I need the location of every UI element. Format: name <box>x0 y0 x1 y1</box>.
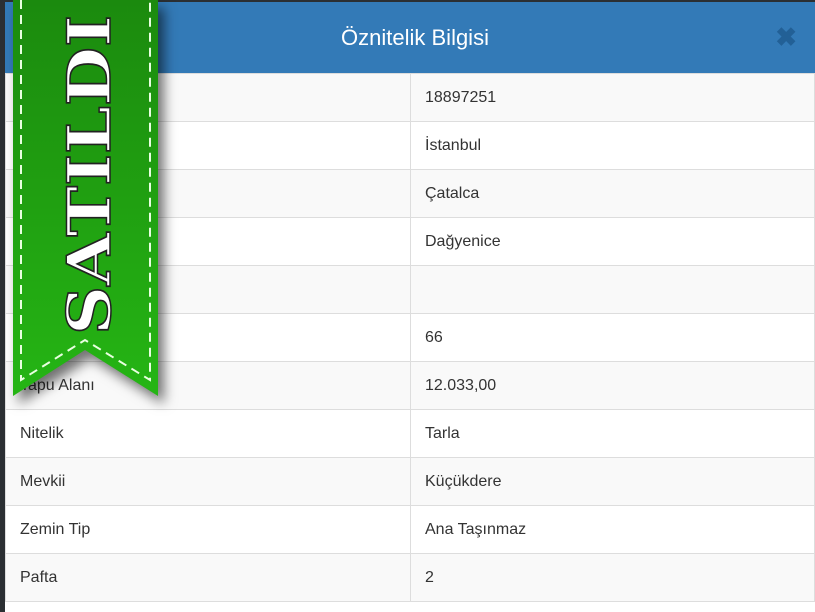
table-row: Zemin Tip Ana Taşınmaz <box>5 505 815 554</box>
table-row: Mevkii Küçükdere <box>5 457 815 506</box>
attribute-value: Ana Taşınmaz <box>410 505 815 554</box>
attribute-table: 18897251 İstanbul Çatalca Dağyenice 66 Tapu A… <box>5 73 815 602</box>
attribute-label: Tapu Alanı <box>5 361 411 410</box>
attribute-label: Mevkii <box>5 457 411 506</box>
attribute-value: İstanbul <box>410 121 815 170</box>
modal-title: Öznitelik Bilgisi <box>341 25 489 50</box>
table-row: Pafta 2 <box>5 553 815 602</box>
attribute-value: Çatalca <box>410 169 815 218</box>
attribute-label: Zemin Tip <box>5 505 411 554</box>
attribute-value: Tarla <box>410 409 815 458</box>
attribute-info-modal: Öznitelik Bilgisi ✖ 18897251 İstanbul Çata… <box>5 2 815 612</box>
attribute-label: Pafta <box>5 553 411 602</box>
attribute-value <box>410 265 815 314</box>
attribute-value: 66 <box>410 313 815 362</box>
attribute-value: Dağyenice <box>410 217 815 266</box>
attribute-value: Küçükdere <box>410 457 815 506</box>
table-row: Tapu Alanı 12.033,00 <box>5 361 815 410</box>
sold-ribbon: SATILDI <box>13 0 158 396</box>
close-icon[interactable]: ✖ <box>775 22 797 52</box>
attribute-value: 2 <box>410 553 815 602</box>
attribute-value: 18897251 <box>410 73 815 122</box>
attribute-value: 12.033,00 <box>410 361 815 410</box>
attribute-label: Nitelik <box>5 409 411 458</box>
sold-ribbon-text: SATILDI <box>55 15 125 335</box>
table-row: Nitelik Tarla <box>5 409 815 458</box>
